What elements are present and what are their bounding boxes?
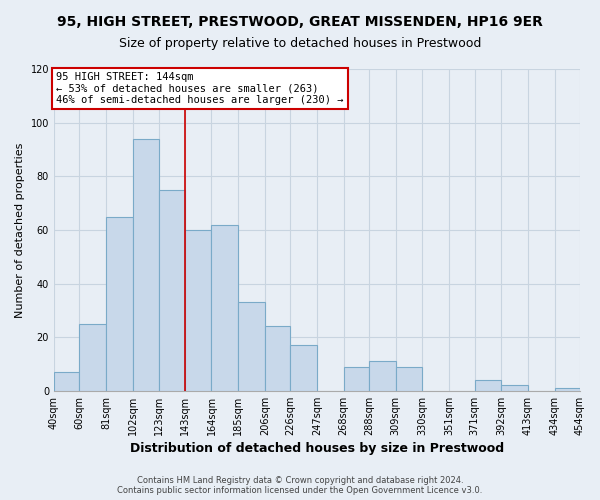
Bar [160, 190, 185, 391]
Bar [344, 366, 369, 391]
Bar [133, 138, 160, 391]
Text: 95, HIGH STREET, PRESTWOOD, GREAT MISSENDEN, HP16 9ER: 95, HIGH STREET, PRESTWOOD, GREAT MISSEN… [57, 15, 543, 29]
Bar [501, 386, 528, 391]
Bar [238, 302, 265, 391]
Bar [54, 372, 79, 391]
Bar [265, 326, 290, 391]
Text: 95 HIGH STREET: 144sqm
← 53% of detached houses are smaller (263)
46% of semi-de: 95 HIGH STREET: 144sqm ← 53% of detached… [56, 72, 344, 105]
Bar [106, 216, 133, 391]
Bar [369, 362, 396, 391]
Bar [211, 224, 238, 391]
Y-axis label: Number of detached properties: Number of detached properties [15, 142, 25, 318]
Bar [79, 324, 106, 391]
Bar [475, 380, 501, 391]
Text: Contains HM Land Registry data © Crown copyright and database right 2024.
Contai: Contains HM Land Registry data © Crown c… [118, 476, 482, 495]
Bar [396, 366, 422, 391]
Bar [290, 345, 317, 391]
X-axis label: Distribution of detached houses by size in Prestwood: Distribution of detached houses by size … [130, 442, 504, 455]
Bar [185, 230, 211, 391]
Bar [554, 388, 580, 391]
Text: Size of property relative to detached houses in Prestwood: Size of property relative to detached ho… [119, 38, 481, 51]
